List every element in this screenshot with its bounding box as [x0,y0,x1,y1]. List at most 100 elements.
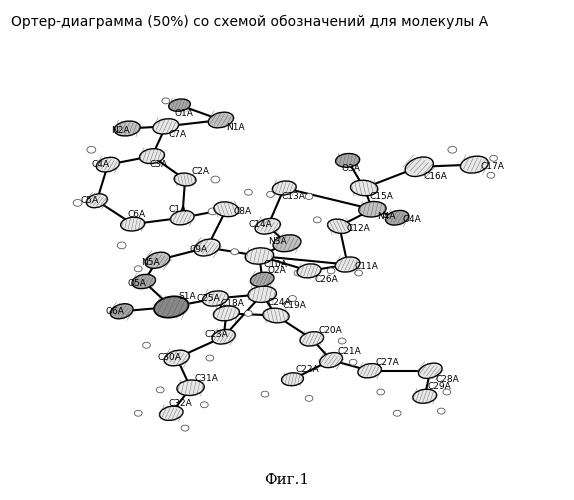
Text: C32A: C32A [169,400,192,408]
Ellipse shape [320,352,343,368]
Text: S1A: S1A [178,292,196,301]
Text: C22A: C22A [295,364,319,374]
Ellipse shape [121,217,145,231]
Text: C5A: C5A [80,196,99,205]
Ellipse shape [418,363,442,378]
Ellipse shape [153,118,179,134]
Circle shape [134,410,142,416]
Ellipse shape [208,112,234,128]
Circle shape [142,342,150,348]
Circle shape [117,242,126,249]
Text: C18A: C18A [221,298,245,308]
Text: C7A: C7A [169,130,187,140]
Text: C6A: C6A [127,210,145,220]
Circle shape [377,389,385,395]
Ellipse shape [87,194,107,207]
Ellipse shape [328,219,351,234]
Ellipse shape [164,350,189,366]
Ellipse shape [160,406,183,420]
Text: N3A: N3A [267,236,286,246]
Text: C23A: C23A [204,330,228,339]
Ellipse shape [177,380,204,396]
Circle shape [487,172,495,178]
Circle shape [305,396,313,402]
Ellipse shape [297,264,321,278]
Text: O6A: O6A [105,306,124,316]
Ellipse shape [214,202,239,216]
Text: C3A: C3A [149,160,168,169]
Text: N5A: N5A [141,258,160,267]
Circle shape [305,194,313,200]
Ellipse shape [132,274,156,288]
Ellipse shape [203,291,228,306]
Ellipse shape [214,306,239,321]
Text: C15A: C15A [370,192,394,201]
Text: C12A: C12A [347,224,370,233]
Circle shape [162,98,170,104]
Circle shape [393,410,401,416]
Text: C31A: C31A [195,374,219,383]
Circle shape [200,402,208,407]
Text: C14A: C14A [249,220,272,228]
Ellipse shape [413,390,437,403]
Ellipse shape [335,257,360,272]
Circle shape [355,270,363,276]
Text: C30A: C30A [157,354,181,362]
Circle shape [448,146,457,153]
Ellipse shape [405,157,433,176]
Text: C21A: C21A [338,347,362,356]
Text: O5A: O5A [127,279,146,288]
Text: N2A: N2A [111,126,129,135]
Circle shape [208,208,217,215]
Text: C4A: C4A [91,160,110,169]
Ellipse shape [212,330,235,344]
Text: C9A: C9A [189,245,208,254]
Ellipse shape [110,304,133,319]
Ellipse shape [174,173,196,186]
Circle shape [313,217,321,223]
Text: C27A: C27A [375,358,399,367]
Text: C1A: C1A [169,205,187,214]
Ellipse shape [273,235,301,252]
Ellipse shape [358,364,382,378]
Text: C11A: C11A [355,262,379,271]
Ellipse shape [255,218,280,234]
Text: C20A: C20A [319,326,342,335]
Circle shape [490,156,498,161]
Text: C19A: C19A [282,301,307,310]
Text: C16A: C16A [424,172,448,180]
Ellipse shape [145,252,170,268]
Text: C8A: C8A [234,207,251,216]
Ellipse shape [359,202,386,217]
Ellipse shape [272,181,296,195]
Text: Фиг.1: Фиг.1 [265,473,309,487]
Circle shape [87,146,96,153]
Ellipse shape [250,272,274,286]
Text: C25A: C25A [196,294,220,303]
Ellipse shape [96,158,119,172]
Text: C13A: C13A [281,192,305,201]
Circle shape [338,338,346,344]
Circle shape [245,190,253,195]
Text: N4A: N4A [377,212,395,222]
Text: O3A: O3A [341,164,360,173]
Circle shape [261,391,269,397]
Ellipse shape [169,99,191,112]
Ellipse shape [194,239,220,256]
Circle shape [245,310,253,316]
Ellipse shape [460,156,488,173]
Text: C28A: C28A [436,375,460,384]
Circle shape [266,192,274,198]
Ellipse shape [282,373,304,386]
Circle shape [181,425,189,431]
Ellipse shape [245,248,274,264]
Circle shape [206,355,214,361]
Circle shape [437,408,445,414]
Text: C29A: C29A [428,382,451,392]
Ellipse shape [170,210,194,225]
Circle shape [349,360,357,365]
Ellipse shape [114,121,140,136]
Ellipse shape [386,210,409,225]
Ellipse shape [336,154,360,168]
Circle shape [327,268,335,274]
